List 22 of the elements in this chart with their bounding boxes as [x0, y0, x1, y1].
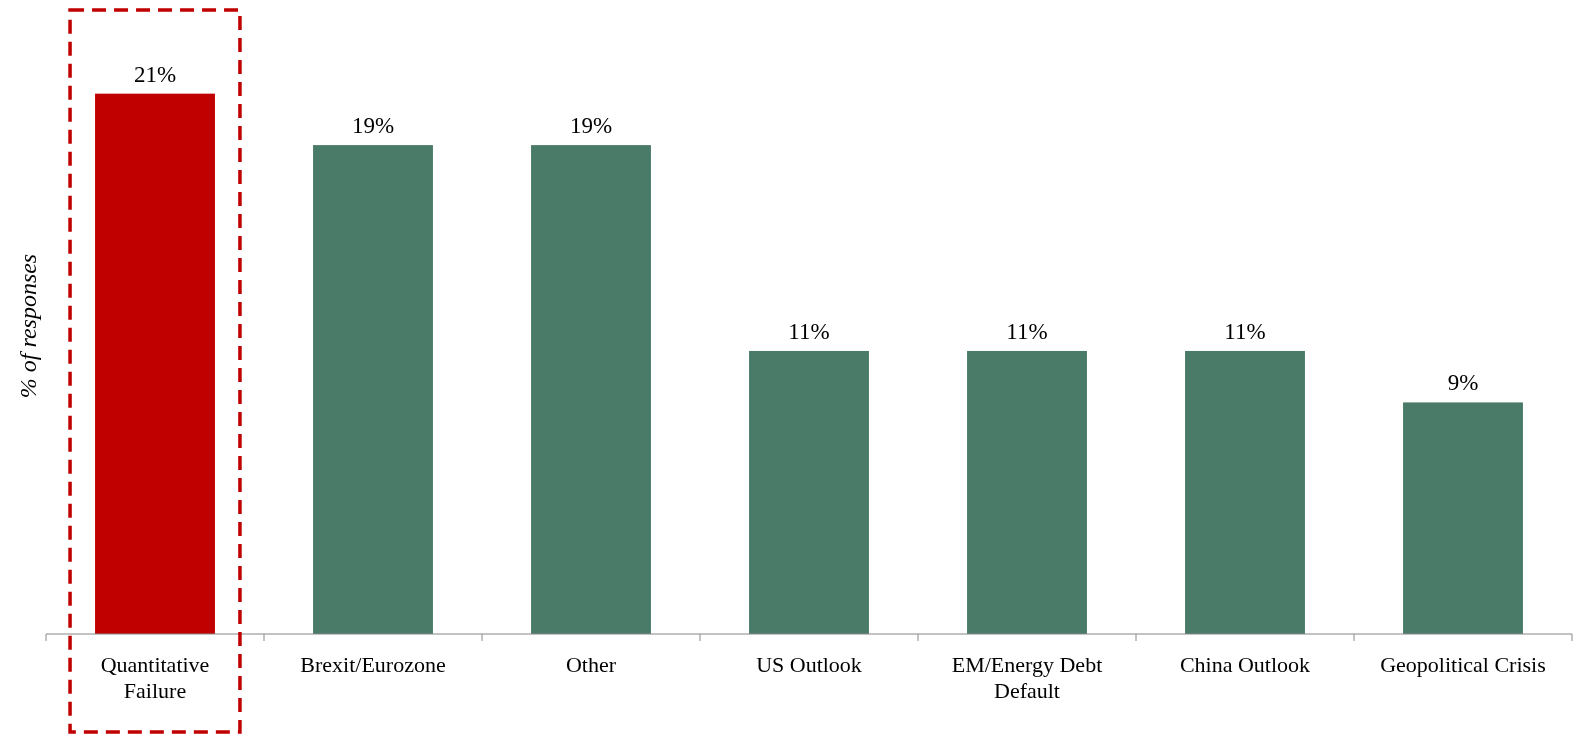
x-tick-label: China Outlook	[1179, 651, 1311, 677]
x-tick-label: Other	[565, 651, 617, 677]
data-label: 11%	[1006, 318, 1048, 344]
bar	[313, 145, 433, 634]
data-label: 11%	[788, 318, 830, 344]
bar	[1403, 402, 1523, 634]
x-tick-label: Brexit/Eurozone	[300, 651, 446, 677]
bar	[531, 145, 651, 634]
bar	[95, 93, 215, 634]
y-axis-title: % of responses	[15, 253, 41, 399]
data-label: 19%	[351, 113, 395, 139]
x-tick-label: Quantitative Failure	[100, 651, 210, 704]
data-label: 11%	[1224, 318, 1266, 344]
x-tick-label: US Outlook	[756, 651, 862, 677]
x-tick-label: Geopolitical Crisis	[1380, 651, 1546, 677]
data-label: 9%	[1447, 370, 1479, 396]
data-label: 19%	[569, 113, 613, 139]
bar	[1185, 350, 1305, 634]
x-tick-label: EM/Energy Debt Default	[951, 651, 1103, 704]
data-label: 21%	[133, 61, 177, 87]
bar	[967, 350, 1087, 634]
bar	[749, 350, 869, 634]
